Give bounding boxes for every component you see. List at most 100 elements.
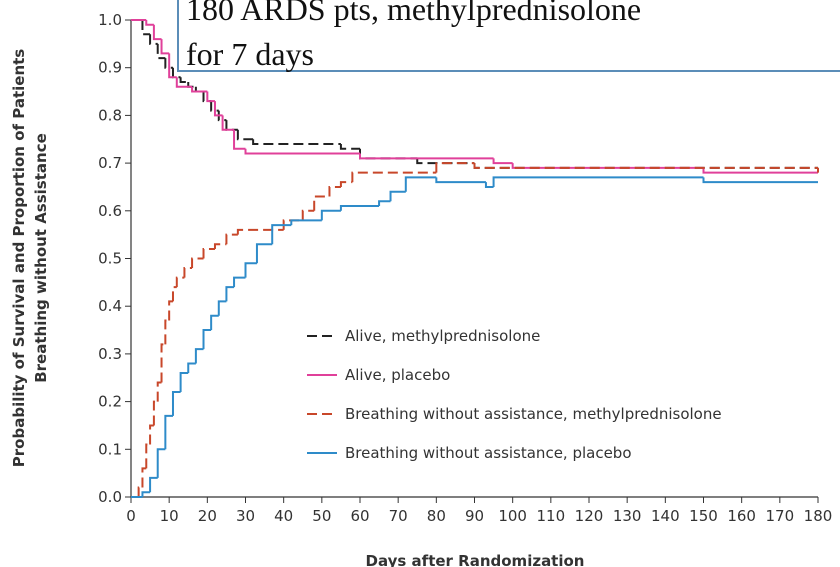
- step-segment: [191, 86, 208, 93]
- step-segment: [301, 209, 315, 221]
- step-segment: [389, 190, 406, 202]
- y-tick-label: 0.0: [98, 488, 122, 506]
- step-segment: [225, 286, 235, 302]
- annotation-box: [177, 0, 840, 72]
- step-segment: [156, 448, 166, 478]
- step-segment: [191, 257, 204, 269]
- step-segment: [435, 177, 486, 184]
- x-tick-label: 140: [651, 507, 680, 525]
- step-segment: [152, 24, 162, 41]
- x-tick-label: 50: [312, 507, 331, 525]
- y-axis-title: Breathing without Assistance: [32, 133, 50, 383]
- step-segment: [271, 224, 292, 245]
- step-segment: [171, 286, 177, 302]
- x-tick-label: 90: [465, 507, 484, 525]
- step-segment: [168, 53, 177, 79]
- step-segment: [221, 115, 235, 131]
- step-segment: [149, 34, 158, 45]
- x-tick-label: 20: [198, 507, 217, 525]
- step-segment: [233, 276, 246, 288]
- step-segment: [160, 39, 170, 55]
- step-segment: [210, 101, 219, 112]
- step-segment: [702, 177, 818, 184]
- step-segment: [210, 314, 219, 331]
- step-segment: [213, 101, 223, 117]
- step-segment: [473, 163, 818, 169]
- step-segment: [351, 171, 437, 183]
- y-tick-label: 0.6: [98, 202, 122, 220]
- step-segment: [702, 167, 818, 174]
- step-segment: [145, 443, 151, 469]
- step-segment: [339, 181, 353, 187]
- step-segment: [141, 20, 151, 36]
- step-segment: [416, 158, 475, 165]
- legend-label: Alive, placebo: [345, 366, 450, 384]
- step-segment: [164, 58, 173, 69]
- step-segment: [171, 391, 181, 416]
- step-segment: [175, 77, 193, 88]
- step-segment: [225, 120, 238, 131]
- step-segment: [328, 185, 341, 197]
- x-tick-label: 150: [689, 507, 718, 525]
- step-segment: [404, 176, 437, 192]
- step-segment: [164, 319, 170, 345]
- step-segment: [225, 233, 238, 245]
- step-segment: [168, 300, 173, 321]
- step-segment: [339, 205, 380, 211]
- step-segment: [156, 381, 162, 402]
- step-segment: [244, 148, 360, 155]
- step-segment: [149, 476, 158, 493]
- y-tick-label: 0.8: [98, 106, 122, 124]
- step-segment: [290, 219, 322, 226]
- x-tick-label: 120: [575, 507, 604, 525]
- x-tick-label: 130: [613, 507, 642, 525]
- step-segment: [217, 110, 227, 122]
- step-segment: [202, 247, 215, 259]
- x-tick-label: 40: [274, 507, 293, 525]
- legend-label: Breathing without assistance, placebo: [345, 444, 632, 462]
- step-segment: [156, 43, 166, 60]
- step-segment: [378, 200, 391, 207]
- step-segment: [252, 139, 341, 146]
- legend-label: Breathing without assistance, methylpred…: [345, 405, 722, 423]
- annotation: for 7 days: [186, 36, 314, 72]
- y-tick-label: 0.4: [98, 297, 122, 315]
- step-segment: [202, 91, 212, 103]
- y-tick-label: 0.5: [98, 250, 122, 268]
- step-segment: [217, 300, 227, 316]
- step-segment: [213, 243, 227, 249]
- step-segment: [164, 414, 173, 450]
- x-tick-label: 30: [236, 507, 255, 525]
- y-tick-label: 0.9: [98, 59, 122, 77]
- x-tick-label: 80: [427, 507, 446, 525]
- step-segment: [160, 343, 166, 383]
- step-segment: [255, 243, 273, 264]
- step-segment: [202, 329, 212, 350]
- step-segment: [187, 362, 196, 373]
- legend-label: Alive, methylprednisolone: [345, 327, 540, 345]
- step-segment: [194, 348, 204, 364]
- step-segment: [484, 182, 494, 188]
- x-tick-label: 100: [498, 507, 527, 525]
- step-segment: [492, 176, 704, 187]
- annotation: 180 ARDS pts, methylprednisolone: [186, 0, 641, 27]
- y-tick-label: 0.3: [98, 345, 122, 363]
- x-tick-label: 110: [537, 507, 566, 525]
- y-tick-label: 0.1: [98, 440, 122, 458]
- step-segment: [175, 276, 185, 288]
- step-segment: [236, 129, 254, 141]
- step-segment: [359, 148, 418, 160]
- step-segment: [145, 20, 154, 26]
- x-tick-label: 160: [727, 507, 756, 525]
- step-segment: [359, 153, 494, 160]
- step-segment: [233, 129, 246, 150]
- x-tick-label: 10: [160, 507, 179, 525]
- x-tick-label: 70: [389, 507, 408, 525]
- x-tick-label: 180: [804, 507, 833, 525]
- step-segment: [435, 162, 475, 173]
- y-axis-title: Probability of Survival and Proportion o…: [10, 49, 28, 468]
- step-segment: [141, 491, 151, 497]
- step-segment: [179, 371, 189, 393]
- y-tick-label: 1.0: [98, 11, 122, 29]
